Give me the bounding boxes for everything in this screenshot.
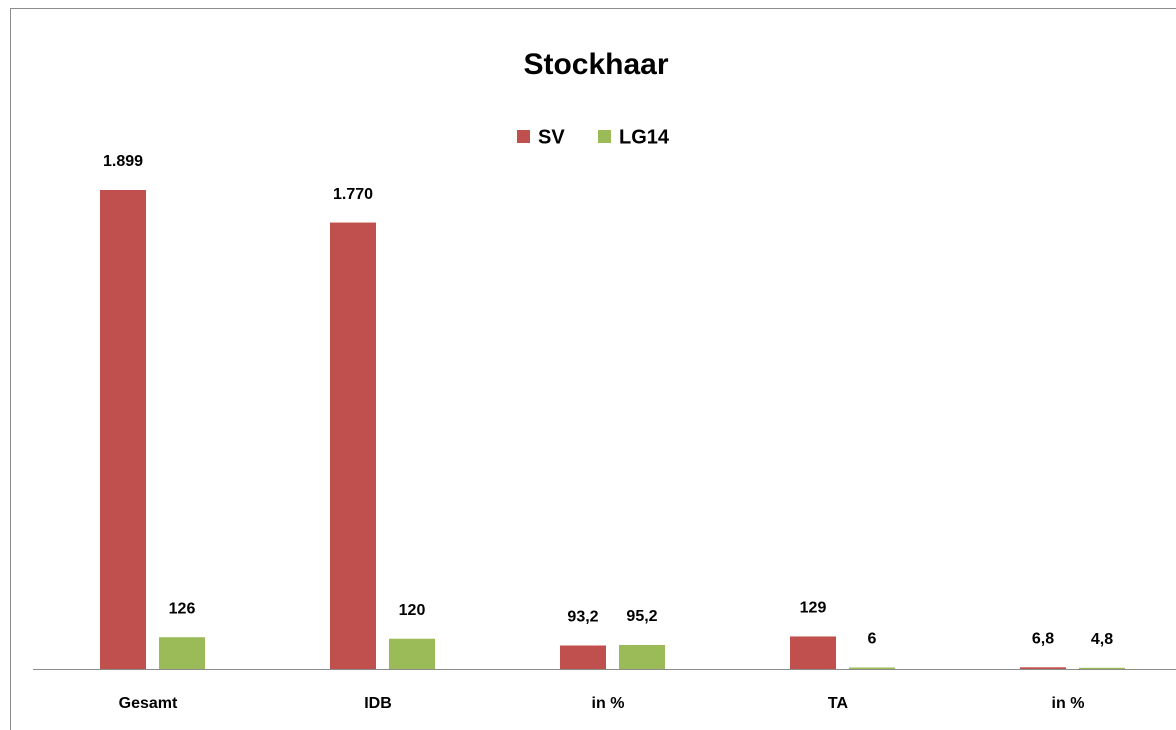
x-tick-label: Gesamt: [119, 695, 178, 712]
bar: [560, 645, 606, 669]
data-label: 4,8: [1091, 631, 1113, 648]
x-tick-label: IDB: [364, 695, 392, 712]
data-label: 95,2: [626, 608, 657, 625]
legend-label: SV: [538, 126, 565, 148]
bar: [330, 222, 376, 670]
x-tick-label: in %: [1052, 695, 1085, 712]
data-label: 1.899: [103, 153, 143, 170]
bar: [159, 637, 205, 669]
data-label: 126: [169, 600, 196, 617]
data-label: 6: [868, 631, 877, 648]
data-label: 120: [399, 602, 426, 619]
bar: [849, 667, 895, 669]
bar: [389, 638, 435, 669]
data-label: 129: [800, 600, 827, 617]
x-tick-label: TA: [828, 695, 849, 712]
data-label: 6,8: [1032, 631, 1054, 648]
data-label: 93,2: [567, 609, 598, 626]
bar: [790, 636, 836, 669]
bar: [1020, 667, 1066, 669]
chart-border: [10, 8, 1176, 730]
bar: [100, 190, 146, 669]
data-label: 1.770: [333, 186, 373, 203]
bar: [1079, 667, 1125, 669]
bar: [619, 644, 665, 669]
legend-swatch: [517, 130, 530, 143]
legend-label: LG14: [619, 126, 670, 148]
chart-title: Stockhaar: [523, 48, 668, 81]
legend-swatch: [598, 130, 611, 143]
x-tick-label: in %: [592, 695, 625, 712]
